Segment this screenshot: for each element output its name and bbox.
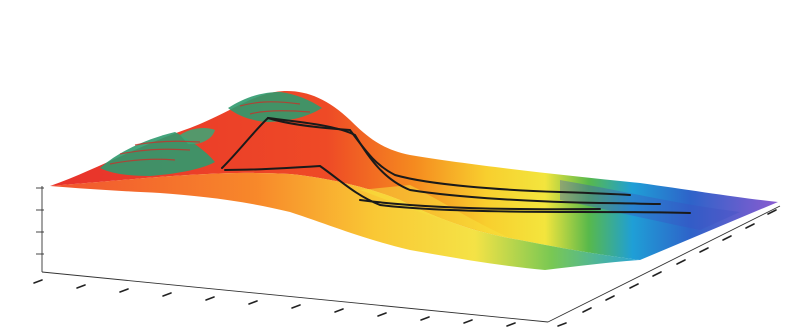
- front-axis-ticks: [33, 279, 516, 327]
- vertical-axis-ticks: [36, 187, 44, 255]
- surface-shade-yellow: [360, 185, 510, 238]
- axes: [41, 186, 781, 323]
- overlay-patch-center: [228, 92, 322, 122]
- trace-lines: [221, 116, 691, 214]
- overlay-patch-left: [100, 132, 215, 176]
- surface-shade-blue: [560, 180, 740, 230]
- overlay-hatching: [109, 101, 311, 165]
- depth-axis: [547, 205, 781, 323]
- trace-line-middle: [267, 117, 661, 205]
- surface-top: [50, 91, 778, 260]
- depth-axis-ticks: [557, 209, 777, 327]
- surface-front: [50, 172, 640, 270]
- front-axis: [41, 271, 549, 323]
- overlay-patch-small: [180, 127, 215, 145]
- trace-line-lower: [224, 164, 691, 214]
- trace-line-branch: [359, 199, 601, 211]
